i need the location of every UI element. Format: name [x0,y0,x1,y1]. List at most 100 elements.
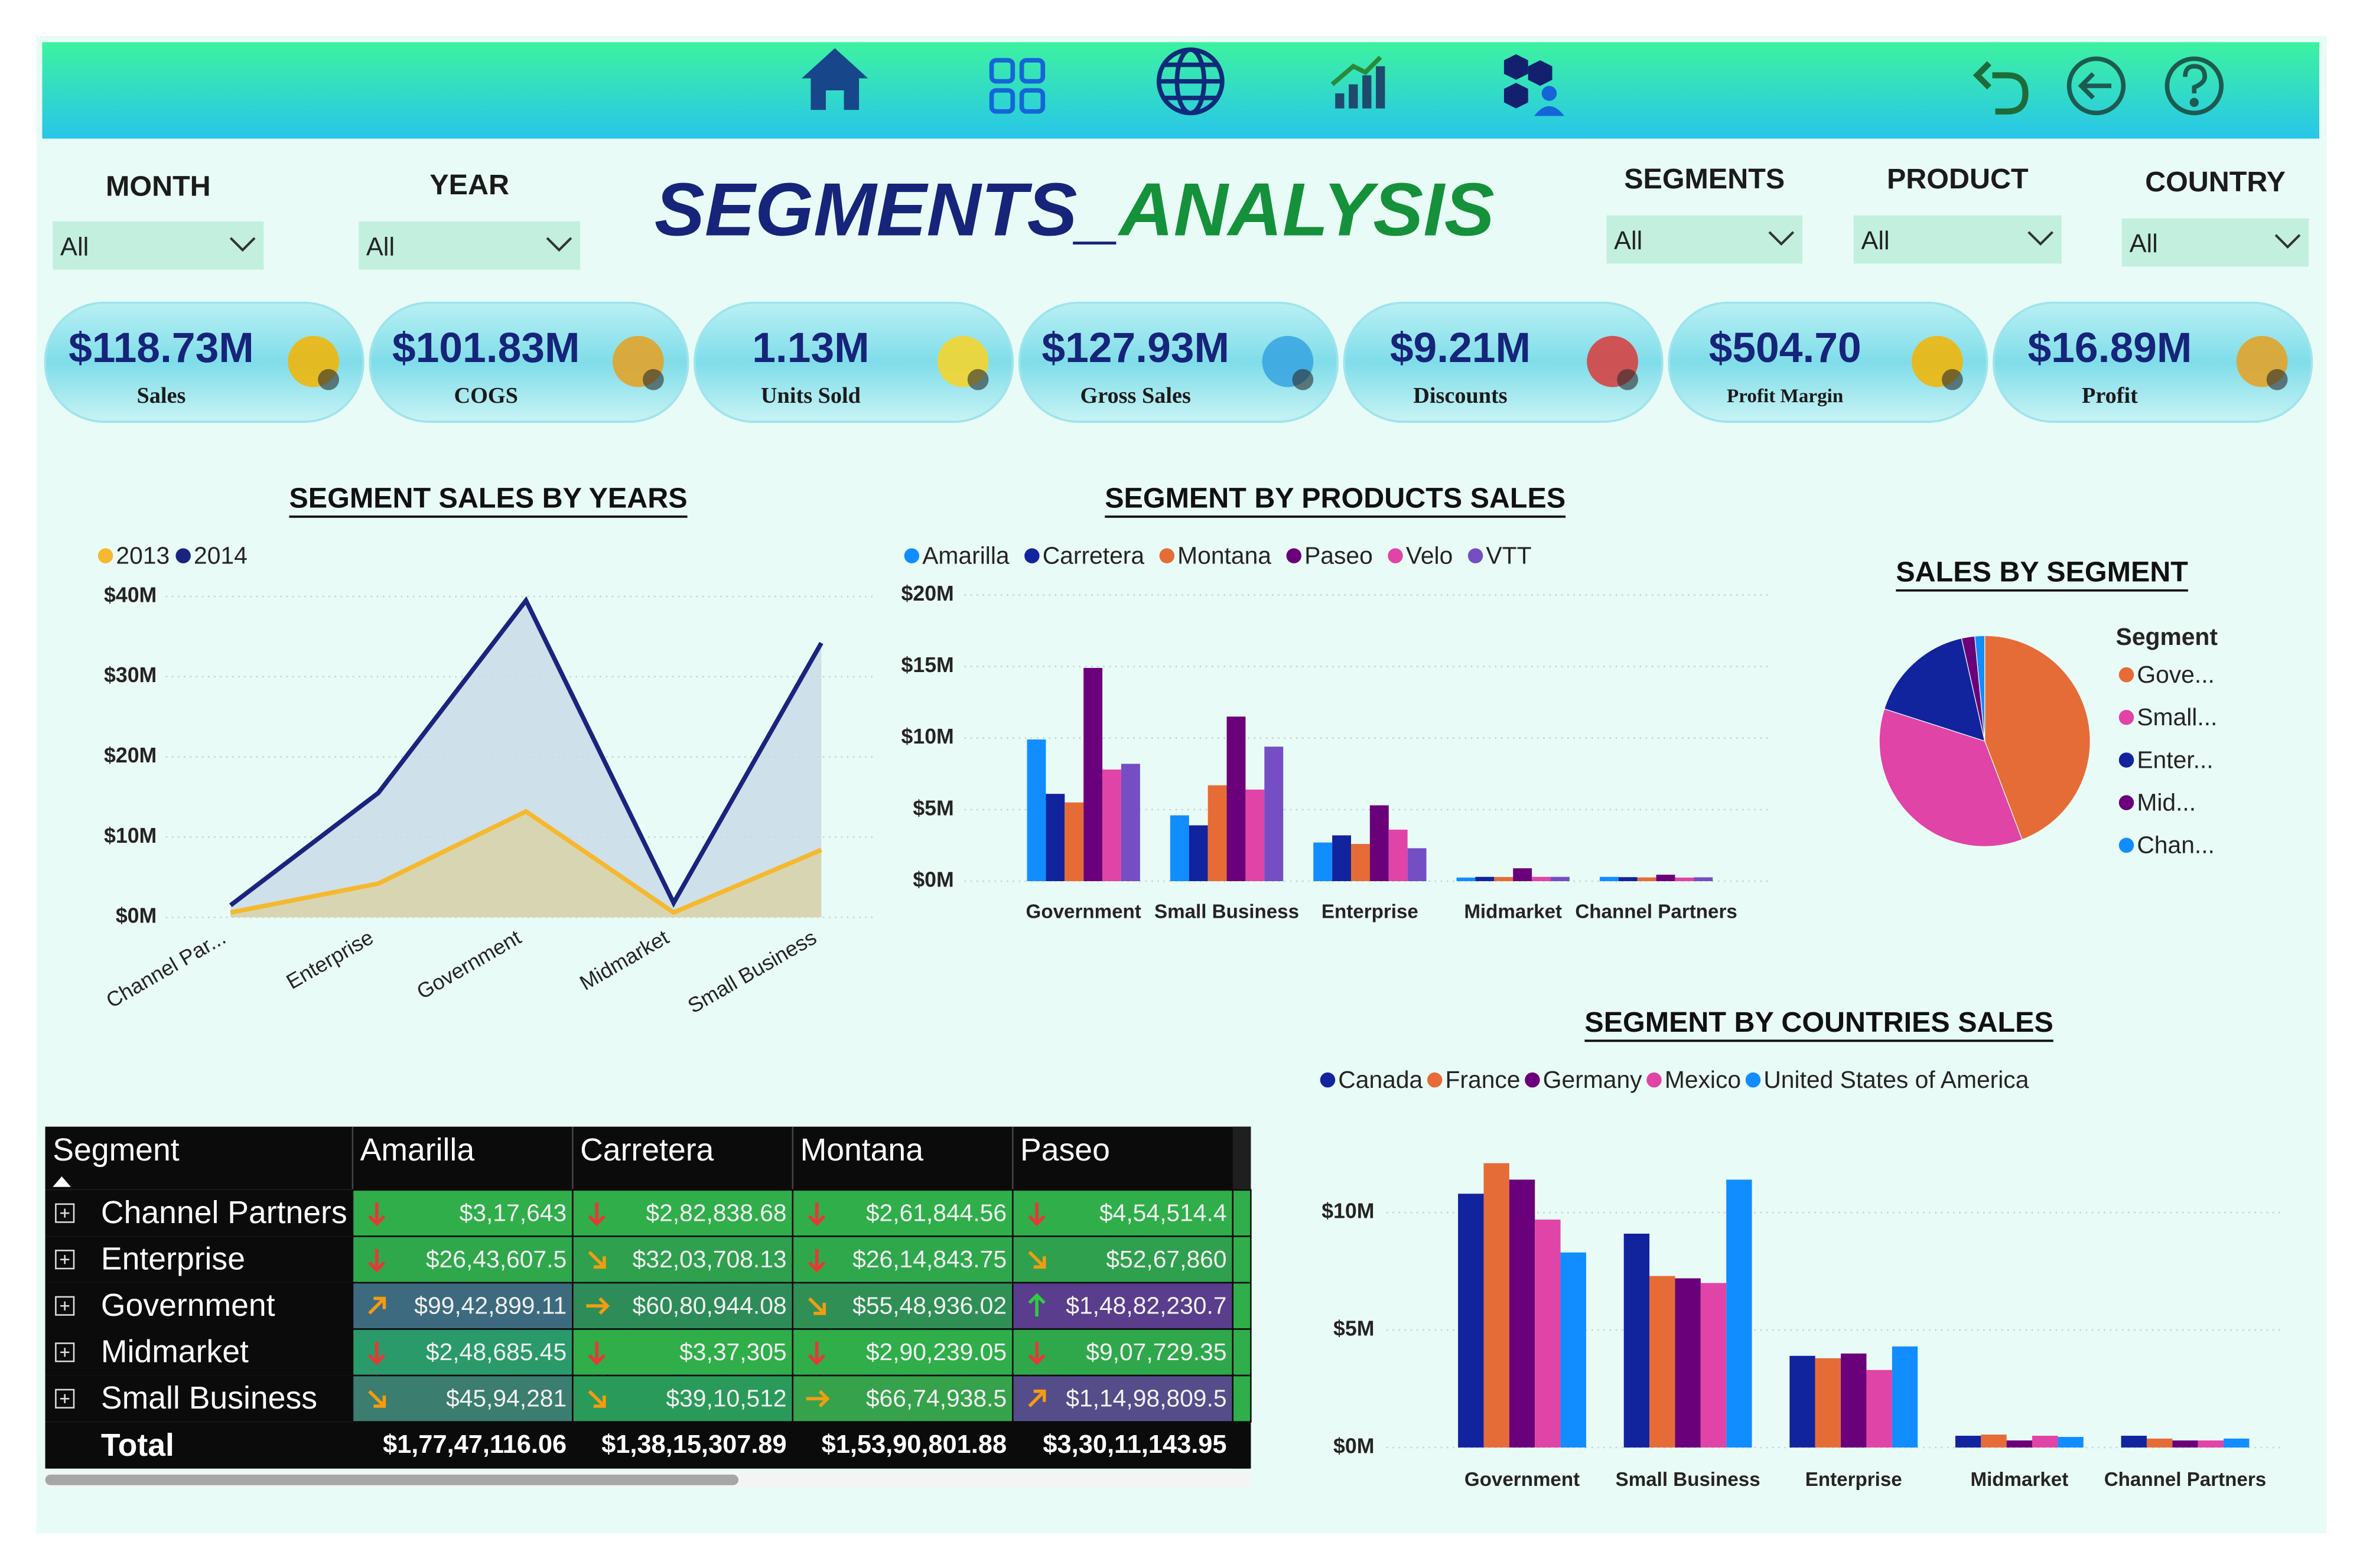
filter-dropdown[interactable]: All [1853,215,2062,264]
chart-icon [1376,66,1385,109]
bar [1350,844,1370,882]
truncated-cell [1232,1374,1252,1423]
filter-dropdown[interactable]: All [359,221,581,270]
table-cell [572,1374,794,1423]
trend-arrow [586,1297,610,1315]
chart-title: SEGMENT SALES BY YEARS [289,483,687,514]
expand-icon [55,1342,75,1362]
trend-arrow [1028,1341,1046,1365]
table-value: $39,10,512 [666,1385,786,1412]
filter-dropdown[interactable]: All [53,221,264,270]
grid-icon [1019,88,1046,114]
area-fill [230,600,822,918]
table-value: $1,48,82,230.7 [1066,1292,1226,1319]
total-row-bg [45,1422,1251,1469]
bar [1532,876,1551,882]
nav-back[interactable] [2066,56,2126,116]
x-tick-label: Government [1026,901,1141,922]
back-icon [2066,56,2126,116]
filter-label: PRODUCT [1887,163,2029,195]
bar [1369,805,1389,882]
legend-label: 2013 [116,542,170,569]
legend-marker [2118,710,2134,725]
expand-icon [60,1255,70,1264]
kpi-label: Discounts [1413,383,1507,408]
trend-arrow [368,1202,386,1226]
bar [1388,829,1408,882]
bar [1313,842,1333,882]
table-cell [792,1328,1014,1377]
legend-label: Gove... [2137,661,2215,688]
bar [1083,667,1103,882]
nav-help[interactable] [2165,56,2224,116]
kpi-label: Profit [2082,383,2138,408]
table-value: $2,82,838.68 [646,1199,786,1226]
kpi-label: COGS [454,383,517,408]
grid-icon [989,58,1015,84]
expand-icon [55,1250,75,1270]
kpi-icon [967,369,989,390]
expand-icon [55,1296,75,1316]
bar [1475,876,1495,882]
grid-icon [1019,58,1046,84]
expand-icon [55,1388,75,1409]
pie-slice [1984,635,2091,840]
kpi-icon [643,369,664,390]
trend-arrow [808,1248,826,1273]
undo-icon [1973,61,1991,90]
kpi-value: $101.83M [392,324,580,371]
dropdown-chevron [546,237,572,252]
bar [1841,1353,1867,1448]
column-header: Carretera [580,1133,714,1168]
nav-chart[interactable] [1330,56,1385,109]
y-tick-label: $0M [116,904,157,928]
kpi-icon [1292,369,1314,390]
y-tick-label: $5M [1333,1316,1374,1340]
bar [1189,825,1208,882]
nav-globe[interactable] [1156,47,1225,116]
legend-marker [2118,667,2134,683]
pie-slice [1883,637,1986,742]
table-cell [572,1328,794,1377]
scrollbar-thumb[interactable] [45,1474,738,1485]
kpi-label: Profit Margin [1727,385,1843,407]
kpi-value: 1.13M [752,324,869,371]
expand-icon [55,1203,75,1223]
bar [2172,1440,2198,1448]
total-value: $1,38,15,307.89 [601,1430,786,1459]
filter-dropdown[interactable]: All [1606,215,1803,264]
kpi-card [1343,301,1664,423]
kpi-value: $16.89M [2027,324,2192,371]
kpi-value: $504.70 [1709,324,1861,371]
truncated-cell [1232,1282,1252,1330]
nav-grid[interactable] [989,58,1046,114]
expand-icon [60,1208,70,1218]
trend-arrow [588,1251,606,1269]
row-label-bg [45,1236,353,1283]
table-value: $55,48,936.02 [852,1292,1007,1319]
nav-home[interactable] [802,48,868,110]
legend-label: France [1446,1066,1521,1093]
filter-dropdown[interactable]: All [2121,218,2309,267]
bar [1245,789,1265,882]
dropdown-chevron [2274,234,2301,249]
table-cell [572,1236,794,1284]
legend-marker [2118,795,2134,810]
table-header-bg [45,1126,1251,1190]
x-tick-label: Channel Partners [2104,1469,2266,1491]
truncated-cell [1232,1189,1252,1237]
pie-slice [1974,635,1986,741]
total-value: $1,77,47,116.06 [383,1430,567,1459]
pie-slice [1879,708,2023,847]
nav-undo[interactable] [1973,61,2029,115]
bar [1649,1276,1675,1448]
kpi-card [1018,301,1339,423]
legend-title: Segment [2116,623,2218,650]
trend-arrow [588,1390,606,1408]
filter-value: All [2130,230,2158,258]
bar [1694,877,1713,882]
nav-team[interactable] [1503,54,1564,116]
bar [1656,875,1675,882]
table-value: $32,03,708.13 [633,1246,787,1273]
table-cell [1012,1236,1234,1284]
